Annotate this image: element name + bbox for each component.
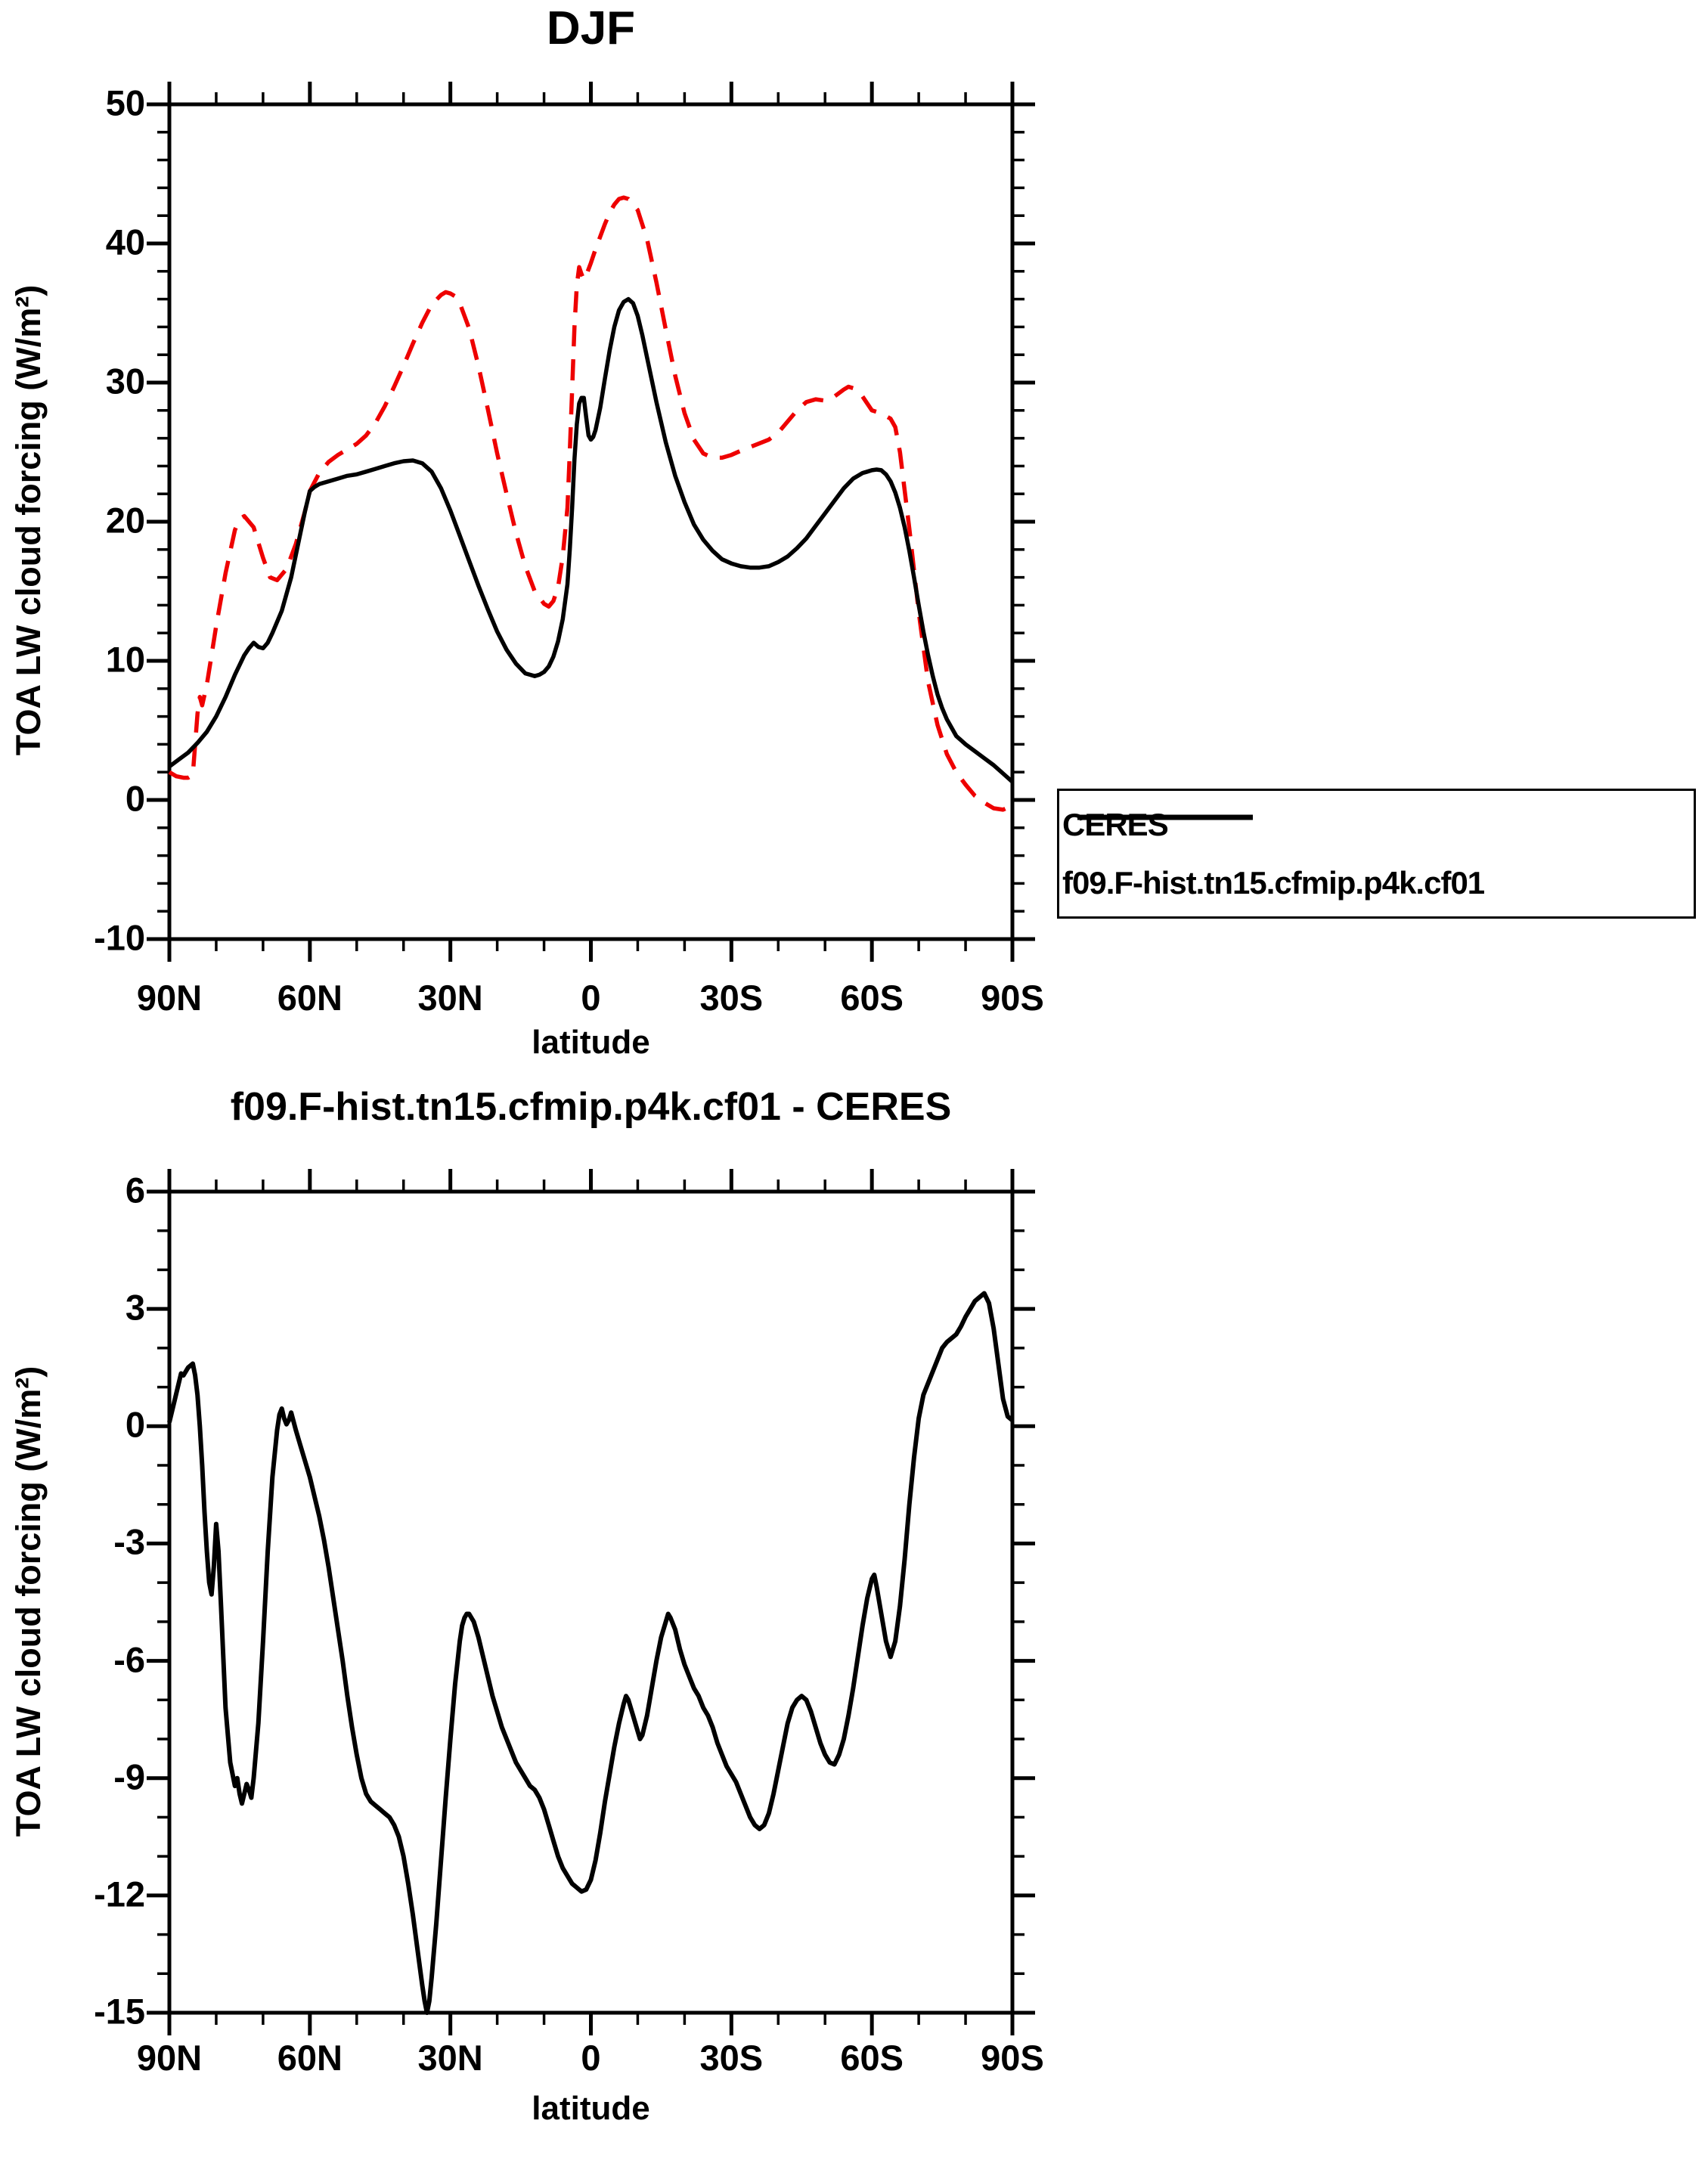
y-tick-label: 6 xyxy=(125,1170,145,1211)
x-tick-label: 90S xyxy=(981,2038,1044,2078)
curve-model-chart1 xyxy=(168,296,1014,784)
x-tick-label: 30S xyxy=(699,978,764,1018)
x-tick-label: 90S xyxy=(981,978,1044,1018)
x-tick-label: 0 xyxy=(581,978,601,1018)
y-tick-label: -6 xyxy=(113,1638,145,1679)
y-tick-label: 40 xyxy=(105,222,145,262)
x-tick-label: 60N xyxy=(277,978,343,1018)
bottom-chart-title: f09.F-hist.tn15.cfmip.p4k.cf01 - CERES xyxy=(230,1085,952,1129)
bottom-chart-frame xyxy=(167,1189,1015,2015)
y-tick-label: -15 xyxy=(94,1991,145,2032)
legend-line-solid-black xyxy=(1077,814,1253,820)
y-tick-label: 0 xyxy=(125,1404,145,1445)
y-tick-label: 10 xyxy=(105,639,145,680)
x-tick-label: 30N xyxy=(417,978,483,1018)
bottom-chart-y-axis-label: TOA LW cloud forcing (W/m²) xyxy=(9,1366,48,1837)
y-tick-label: -3 xyxy=(113,1521,145,1562)
x-tick-label: 60N xyxy=(277,2038,343,2078)
x-tick-label: 60S xyxy=(840,978,904,1018)
bottom-chart-x-axis-label: latitude xyxy=(532,2090,650,2127)
x-tick-label: 90N xyxy=(136,978,203,1018)
legend-box: CERES f09.F-hist.tn15.cfmip.p4k.cf01 xyxy=(1057,789,1696,919)
y-tick-label: -10 xyxy=(94,917,145,958)
x-tick-label: 30N xyxy=(417,2038,483,2078)
x-tick-label: 30S xyxy=(699,2038,764,2078)
y-tick-label: -12 xyxy=(94,1874,145,1914)
legend-label-model: f09.F-hist.tn15.cfmip.p4k.cf01 xyxy=(1062,864,1485,901)
y-tick-label: 20 xyxy=(105,500,145,541)
y-tick-label: 50 xyxy=(105,82,145,123)
y-tick-label: -9 xyxy=(113,1756,145,1797)
top-chart-frame xyxy=(167,102,1015,941)
curve-model-chart2 xyxy=(167,1291,1014,2015)
curve-ceres-chart1 xyxy=(168,195,1014,812)
x-tick-label: 60S xyxy=(840,2038,904,2078)
x-tick-label: 0 xyxy=(581,2038,601,2078)
legend-label-ceres: CERES xyxy=(1062,806,1169,842)
legend-entry-model: f09.F-hist.tn15.cfmip.p4k.cf01 xyxy=(1059,814,1694,910)
x-tick-label: 90N xyxy=(136,2038,203,2078)
y-tick-label: 0 xyxy=(125,778,145,819)
top-chart-x-axis-label: latitude xyxy=(532,1024,650,1061)
top-chart-title: DJF xyxy=(546,2,636,54)
y-tick-label: 3 xyxy=(125,1287,145,1328)
y-tick-label: 30 xyxy=(105,361,145,401)
